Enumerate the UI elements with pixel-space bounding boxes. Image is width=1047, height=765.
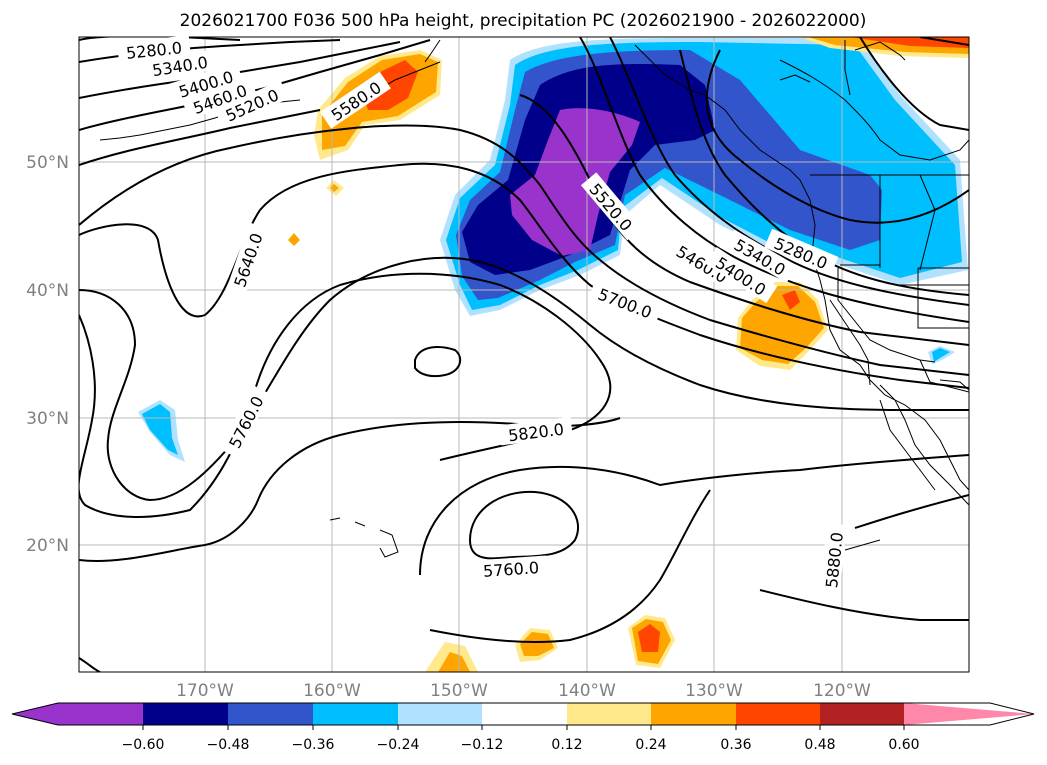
- colorbar-segment: [57, 703, 143, 725]
- colorbar-segment: [651, 703, 736, 725]
- colorbar-segment: [482, 703, 567, 725]
- colorbar-tick-label: 0.48: [804, 737, 835, 753]
- colorbar-tick-label: 0.24: [635, 737, 666, 753]
- colorbar-tick-label: −0.60: [122, 737, 165, 753]
- colorbar-segment: [398, 703, 482, 725]
- contour-5640: [79, 162, 969, 389]
- contour-5400-west: [79, 41, 401, 99]
- graticule: [79, 37, 969, 672]
- lat-label: 40°N: [26, 281, 69, 301]
- colorbar-tick-label: −0.36: [292, 737, 335, 753]
- lat-label: 30°N: [26, 409, 69, 429]
- precip-pos-speck: [288, 233, 300, 246]
- contour-5400-center: [609, 37, 969, 306]
- precip-shading: [138, 37, 969, 672]
- lat-label: 50°N: [26, 153, 69, 173]
- colorbar-segment: [228, 703, 313, 725]
- map-frame: [78, 36, 970, 673]
- contour-5520-center: [519, 94, 969, 346]
- lon-label: 150°W: [430, 681, 488, 701]
- contour-small-low: [414, 346, 462, 378]
- lon-label: 170°W: [176, 681, 234, 701]
- colorbar-tick-label: 0.12: [551, 737, 582, 753]
- lon-label: 140°W: [558, 681, 616, 701]
- precip-pos-region-south: [520, 632, 554, 656]
- contour-5760-inner: [468, 490, 580, 560]
- precip-neg-region-main: [510, 108, 640, 256]
- lon-label: 120°W: [813, 681, 871, 701]
- colorbar-tick-label: −0.48: [207, 737, 250, 753]
- colorbar-segment: [567, 703, 651, 725]
- colorbar-segment: [313, 703, 398, 725]
- colorbar-outline: [11, 702, 1035, 726]
- contour-5880-south: [759, 589, 969, 621]
- contour-5880-low: [429, 489, 711, 643]
- lat-label: 20°N: [26, 536, 69, 556]
- contour-5820-lower: [419, 454, 969, 576]
- colorbar-tick-label: 0.36: [720, 737, 751, 753]
- latitude-axis: 50°N 40°N 30°N 20°N: [26, 153, 69, 556]
- colorbar-ticks: [142, 725, 905, 730]
- precip-pos-region-coast: [782, 290, 800, 310]
- lon-label: 130°W: [685, 681, 743, 701]
- contour-5280-east: [859, 37, 969, 131]
- contour-5340-east: [919, 37, 969, 46]
- precip-neg-spot-east: [932, 348, 950, 362]
- map-title: 2026021700 F036 500 hPa height, precipit…: [180, 11, 867, 31]
- colorbar-segment: [143, 703, 228, 725]
- colorbar-segment: [820, 703, 905, 725]
- contour-5520-west: [79, 109, 321, 166]
- contour-southwest: [79, 657, 101, 672]
- colorbar-tick-label: 0.60: [888, 737, 919, 753]
- colorbar-tick-label: −0.12: [461, 737, 504, 753]
- colorbar-extend-high: [904, 703, 1034, 725]
- colorbar: −0.60 −0.48 −0.36 −0.24 −0.12 0.12 0.24 …: [11, 702, 1035, 753]
- map-panel: [79, 37, 969, 672]
- precip-neg-region-sw: [142, 404, 178, 455]
- contour-5280-center: [705, 49, 969, 224]
- longitude-axis: 170°W 160°W 150°W 140°W 130°W 120°W: [176, 681, 871, 701]
- contour-5760: [79, 272, 612, 518]
- colorbar-extend-low: [12, 703, 58, 725]
- contour-5280-west: [79, 37, 241, 41]
- precip-pos-region-south: [638, 624, 660, 652]
- contour-5700: [79, 256, 969, 502]
- contour-label: 5760.0: [482, 558, 539, 581]
- lon-label: 160°W: [303, 681, 361, 701]
- contour-5340-center: [679, 49, 969, 296]
- contour-5460-center: [579, 37, 969, 323]
- contour-5880: [854, 494, 969, 529]
- precip-pos-region-south: [438, 652, 470, 672]
- colorbar-segment: [736, 703, 820, 725]
- contour-5580-north: [79, 124, 969, 376]
- colorbar-tick-label: −0.24: [377, 737, 420, 753]
